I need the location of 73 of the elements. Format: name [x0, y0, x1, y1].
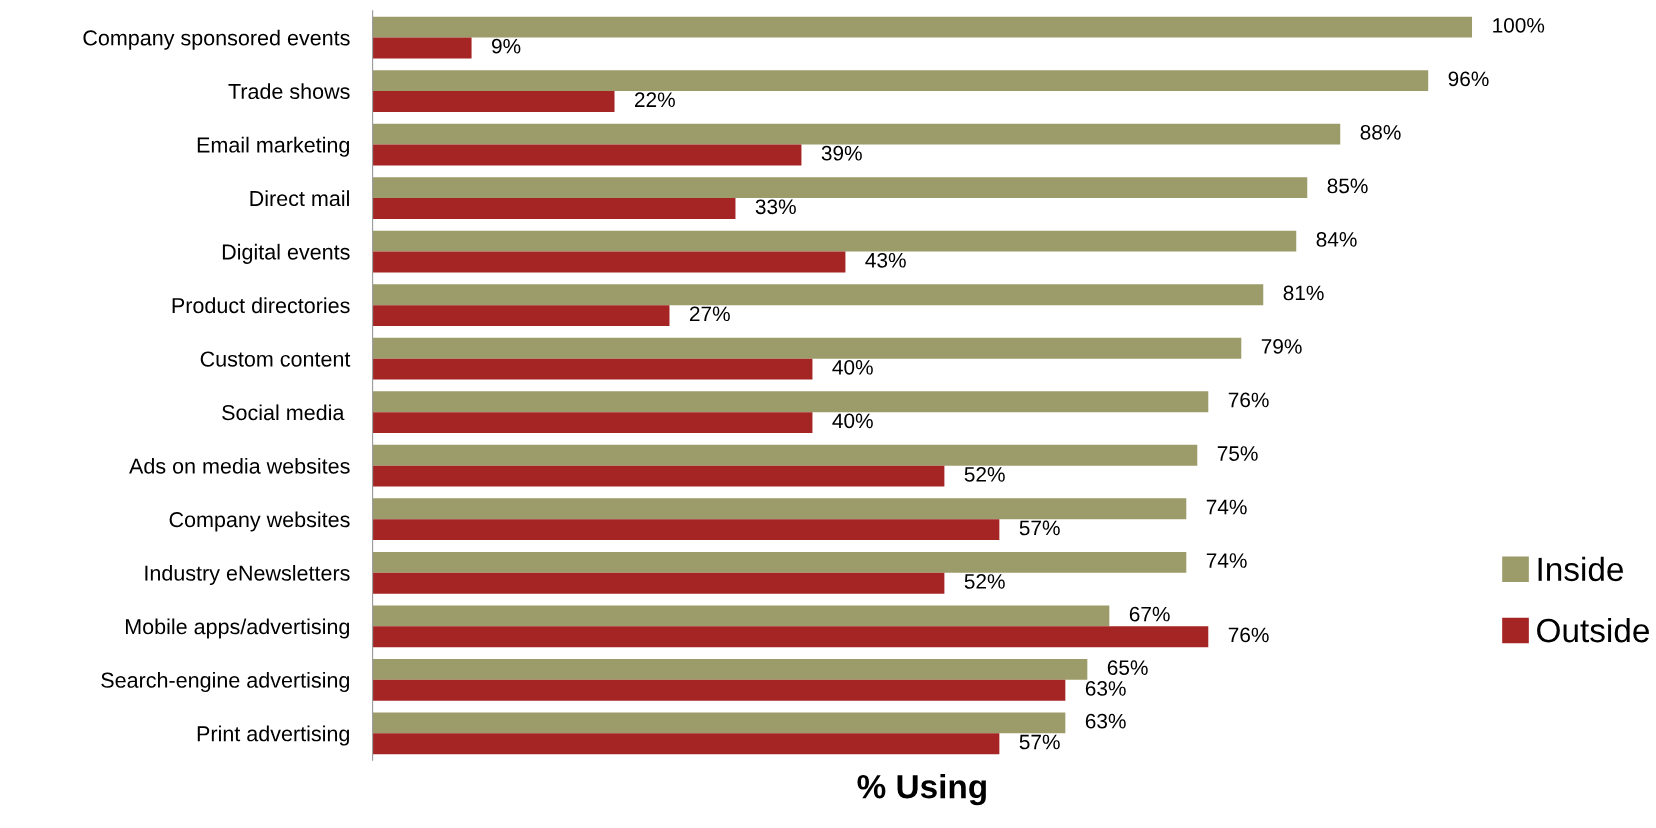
legend-label: Inside	[1538, 556, 1623, 582]
bar	[372, 337, 1242, 359]
y-tick-label: Company websites	[169, 511, 350, 532]
data-label: 65%	[1107, 660, 1148, 675]
data-label: 67%	[1129, 606, 1170, 622]
data-label: 57%	[1019, 734, 1060, 750]
data-label: 33%	[755, 199, 796, 215]
bar	[372, 712, 1066, 734]
bar	[372, 251, 846, 273]
bar	[372, 305, 670, 327]
data-label: 57%	[1019, 520, 1060, 536]
data-label: 74%	[1206, 499, 1247, 515]
data-label: 100%	[1493, 17, 1545, 33]
data-label: 81%	[1283, 285, 1324, 301]
bar	[372, 358, 813, 380]
bar	[372, 498, 1187, 520]
y-tick-label: Email marketing	[197, 136, 349, 157]
data-label: 76%	[1228, 392, 1269, 408]
y-tick-label: Company sponsored events	[83, 29, 350, 50]
data-label: 76%	[1228, 627, 1269, 643]
bar	[372, 391, 1209, 413]
data-label: 9%	[491, 38, 521, 54]
bar	[372, 70, 1429, 92]
data-label: 96%	[1448, 71, 1489, 87]
bar	[372, 444, 1198, 466]
data-label: 79%	[1261, 339, 1302, 354]
y-tick-label: Direct mail	[250, 190, 349, 207]
bar	[372, 123, 1341, 145]
bar	[372, 284, 1264, 306]
y-tick-label: Industry eNewsletters	[145, 564, 350, 586]
data-label: 22%	[635, 92, 675, 107]
y-tick-label: Custom content	[200, 351, 351, 367]
y-tick-label: Product directories	[172, 297, 350, 314]
bar	[372, 605, 1110, 627]
bar	[372, 412, 813, 434]
data-label: 52%	[964, 467, 1005, 482]
bar	[372, 519, 1000, 541]
y-tick-label: Search-engine advertising	[101, 672, 350, 693]
y-tick-label: Social media	[222, 404, 345, 421]
data-label: 39%	[821, 145, 862, 161]
data-label: 40%	[832, 359, 873, 375]
data-label: 63%	[1085, 681, 1126, 696]
bar	[372, 16, 1473, 38]
data-label: 43%	[865, 252, 906, 268]
data-label: 63%	[1085, 713, 1126, 729]
bar	[372, 230, 1297, 252]
data-label: 85%	[1327, 178, 1368, 194]
data-label: 74%	[1206, 553, 1247, 568]
bar	[372, 91, 615, 112]
y-tick-label: Print advertising	[197, 725, 349, 746]
bar	[372, 733, 1000, 755]
bar	[372, 144, 802, 166]
bar	[372, 177, 1308, 199]
bar	[372, 679, 1066, 701]
legend-label: Outside	[1537, 617, 1649, 643]
bar	[372, 572, 945, 594]
bar	[372, 626, 1209, 648]
y-tick-label: Ads on media websites	[129, 457, 350, 474]
data-label: 84%	[1316, 232, 1357, 247]
x-axis-title: % Using	[857, 773, 986, 806]
data-label: 75%	[1217, 446, 1258, 461]
bar	[372, 551, 1187, 573]
data-label: 40%	[832, 413, 873, 429]
bar	[372, 37, 472, 59]
y-tick-label: Digital events	[222, 243, 350, 264]
bar	[372, 465, 945, 487]
y-tick-label: Trade shows	[228, 83, 350, 100]
data-label: 27%	[689, 306, 730, 322]
bar	[372, 658, 1088, 680]
data-label: 88%	[1360, 124, 1401, 140]
y-tick-label: Mobile apps/advertising	[125, 618, 350, 639]
data-label: 52%	[964, 574, 1005, 589]
bar	[372, 198, 736, 219]
